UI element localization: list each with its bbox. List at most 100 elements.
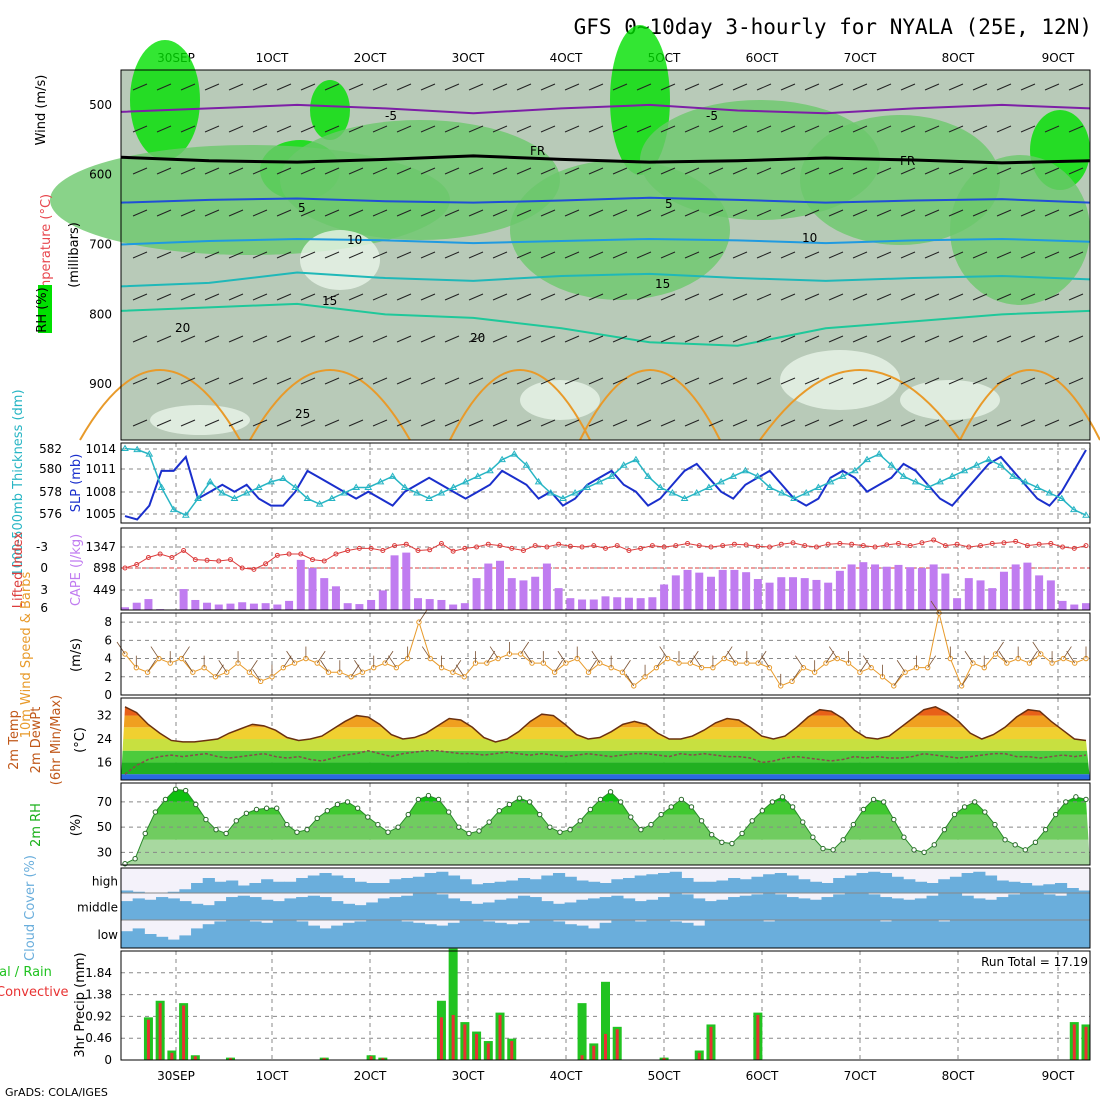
- slp-line: [124, 449, 1087, 521]
- cloud-bar: [739, 920, 752, 948]
- rh-point: [1042, 826, 1049, 833]
- cloud-bar: [506, 880, 519, 893]
- wind-barb: [516, 251, 532, 259]
- cloud-bar: [459, 920, 472, 948]
- cloud-bar: [879, 921, 893, 948]
- wind-barb: [828, 335, 844, 343]
- lifted-index-point: [298, 551, 304, 557]
- wind-speed-point: [1038, 651, 1044, 657]
- wind-barb: [286, 650, 295, 664]
- rh-point: [992, 821, 998, 828]
- cloud-bar: [261, 879, 274, 893]
- thickness-point: [790, 494, 798, 502]
- thickness-point: [1009, 472, 1017, 479]
- wind-barb: [156, 251, 172, 259]
- wind-barb: [150, 646, 160, 659]
- cloud-bar: [576, 899, 589, 920]
- date-tick-label: 2OCT: [354, 51, 387, 65]
- precip-convective-bar: [463, 1024, 467, 1060]
- cloud-bar: [587, 881, 601, 893]
- panel-frame: [120, 69, 1091, 441]
- cloud-bar: [191, 903, 204, 920]
- wind-barb: [756, 209, 772, 217]
- cloud-bar: [319, 897, 332, 920]
- cape-bar: [390, 555, 399, 610]
- wind-barb: [804, 209, 820, 217]
- y-tick-label: 0: [104, 1053, 112, 1067]
- cape-bar: [413, 598, 422, 610]
- y-tick-label: 50: [97, 820, 112, 834]
- wind-barb: [184, 660, 194, 673]
- cape-bar: [472, 578, 481, 610]
- y-tick-label: 1.38: [85, 988, 112, 1002]
- wind-barb: [924, 377, 940, 385]
- cape-bar: [496, 560, 505, 610]
- lifted-index-point: [216, 558, 222, 564]
- wind-barb: [1044, 167, 1060, 175]
- thickness-point: [765, 483, 774, 490]
- cloud-bar: [984, 920, 998, 948]
- cloud-bar: [121, 901, 134, 920]
- wind-barb: [492, 251, 508, 259]
- cloud-bar: [319, 928, 332, 948]
- cloud-bar: [354, 921, 367, 948]
- cloud-bar: [552, 921, 566, 948]
- thickness-point: [267, 477, 275, 485]
- wind-barb: [591, 650, 601, 664]
- lifted-index-point: [813, 544, 819, 550]
- cloud-bar: [809, 881, 822, 893]
- cloud-bar: [1066, 920, 1079, 948]
- cloud-bar: [833, 878, 846, 893]
- wind-barb: [828, 83, 844, 91]
- thickness-point: [376, 477, 385, 485]
- wind-barb: [708, 251, 724, 259]
- thickness-point: [1069, 505, 1078, 513]
- lifted-index-point: [462, 545, 468, 551]
- lifted-index-point: [872, 544, 878, 550]
- thickness-point: [729, 472, 738, 479]
- cloud-bar: [202, 905, 215, 920]
- precip-total-bar: [577, 1003, 587, 1060]
- lifted-index-point: [579, 544, 585, 550]
- thickness-point: [327, 494, 336, 502]
- thickness-point: [717, 477, 725, 485]
- wind-barb: [564, 335, 580, 343]
- wind-barb: [252, 251, 268, 259]
- isotherm-25-line: [449, 369, 591, 441]
- cape-bar: [906, 567, 915, 610]
- wind-barb: [489, 646, 499, 659]
- wind-barb: [825, 650, 835, 664]
- wind-barb: [684, 125, 700, 133]
- date-tick-label: 3OCT: [452, 51, 485, 65]
- lifted-index-point: [1024, 543, 1030, 549]
- wind-barb: [804, 419, 820, 427]
- cloud-bar: [482, 921, 496, 948]
- wind-barb: [1020, 125, 1036, 133]
- cloud-bar: [984, 875, 998, 893]
- isotherm-25-line: [79, 369, 241, 441]
- thickness-point: [315, 500, 324, 507]
- cloud-bar: [833, 920, 846, 948]
- wind-barb: [276, 209, 292, 217]
- panel-frame: [120, 697, 1091, 781]
- cloud-bar: [798, 898, 811, 920]
- cloud-bar: [424, 893, 437, 920]
- lifted-index-point: [849, 541, 855, 547]
- y-tick-label: 0: [104, 688, 112, 702]
- cloud-bar: [1031, 893, 1044, 920]
- rh-point: [779, 794, 786, 800]
- rh-point: [375, 821, 381, 828]
- cloud-bar: [296, 897, 309, 920]
- lifted-index-point: [603, 545, 608, 551]
- cloud-bar: [681, 922, 694, 948]
- wind-barb: [876, 125, 892, 133]
- wind-barb: [780, 251, 796, 259]
- cloud-bar: [494, 881, 507, 893]
- rh-point: [628, 814, 634, 820]
- rh2m-panel: 70 50 30 2m RH (%): [29, 782, 1091, 867]
- cloud-bar: [564, 902, 577, 920]
- cloud-bar: [1066, 893, 1079, 920]
- wind-barb: [636, 251, 652, 259]
- wind-barb: [492, 83, 508, 91]
- cloud-bar: [331, 925, 344, 948]
